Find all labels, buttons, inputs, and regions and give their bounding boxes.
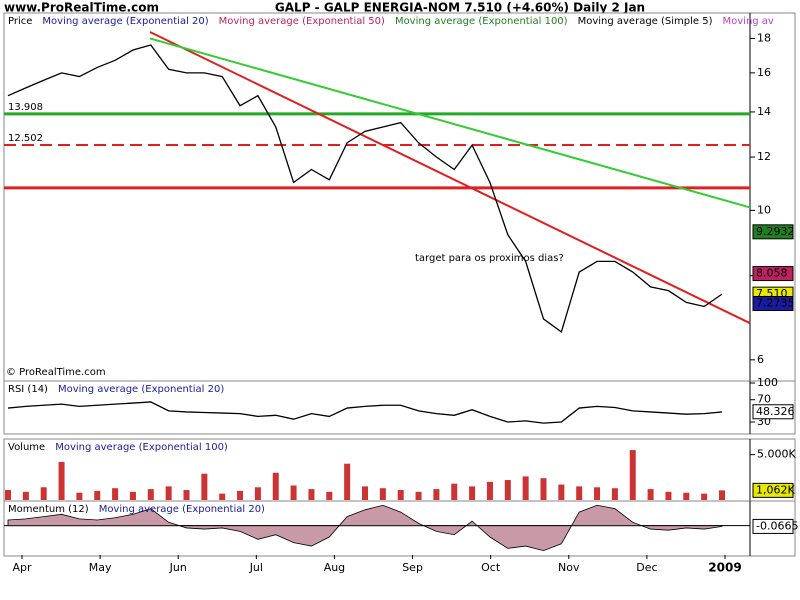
volume-bar [272, 472, 279, 500]
last-value-label: 48.326 [756, 405, 795, 418]
volume-bar [129, 491, 136, 500]
y-tick-label: 70 [757, 393, 771, 406]
price-line [7, 401, 723, 424]
x-tick-label: Dec [636, 561, 657, 574]
price-line [7, 44, 723, 333]
annotation: target para os proximos dias? [415, 253, 564, 264]
trend-line [149, 37, 751, 209]
volume-bar [683, 492, 690, 500]
last-value-label: -0.0665 [756, 519, 798, 532]
x-tick-label: Oct [481, 561, 501, 574]
x-tick-label: Apr [12, 561, 32, 574]
momentum-area [7, 504, 723, 552]
volume-bar [290, 485, 297, 500]
y-tick-label: 16 [757, 66, 771, 79]
legend-entry: Moving average (Exponential 50) [219, 16, 385, 27]
volume-bar [254, 487, 261, 500]
y-tick-label: 14 [757, 105, 771, 118]
x-tick-label: Jul [249, 561, 263, 574]
panel-frame [3, 380, 796, 435]
y-tick-label: 18 [757, 31, 771, 44]
volume-bar [308, 489, 315, 500]
last-value-label: 8.058 [756, 267, 788, 280]
volume-bar [469, 486, 476, 500]
volume-bar [719, 490, 725, 500]
volume-bar [112, 488, 119, 500]
x-tick-label: Jun [169, 561, 187, 574]
volume-bar [433, 489, 440, 500]
x-tick-label: Sep [402, 561, 423, 574]
legend-entry: Moving average (Exponential 20) [42, 16, 208, 27]
volume-bar [611, 488, 618, 500]
volume-bar [183, 490, 190, 500]
volume-bar [22, 491, 29, 500]
x-tick-label: May [89, 561, 112, 574]
y-tick-label: 6 [757, 353, 764, 366]
copyright: © ProRealTime.com [6, 367, 106, 378]
last-value-box [752, 296, 794, 312]
title: GALP - GALP ENERGIA-NOM 7.510 (+4.60%) D… [275, 1, 645, 15]
volume-bar [147, 489, 154, 500]
legend-entry: Moving average (Exponential 20) [58, 384, 224, 395]
volume-bar [165, 486, 172, 500]
legend-entry: Moving average (Exponential 20) [99, 504, 265, 515]
volume-bar [94, 490, 101, 500]
x-tick-label: Nov [558, 561, 580, 574]
panel-label: RSI (14) [8, 384, 48, 395]
volume-bar [486, 481, 493, 500]
volume-bar [219, 493, 226, 500]
x-tick-label: 2009 [708, 561, 741, 575]
level-label: 12.502 [8, 133, 43, 144]
volume-bar [379, 488, 386, 500]
last-value-label: 1,062K [756, 483, 795, 496]
volume-bar [558, 484, 565, 500]
volume-bar [201, 473, 208, 500]
x-tick-label: Aug [324, 561, 345, 574]
last-value-box [752, 518, 794, 534]
last-value-box [752, 404, 794, 420]
volume-bar [522, 476, 529, 500]
volume-bar [629, 450, 636, 500]
y-tick-label: 12 [757, 150, 771, 163]
last-value-box [752, 224, 794, 240]
volume-bar [326, 491, 333, 500]
volume-bar [237, 490, 244, 500]
volume-bar [5, 490, 11, 500]
legend-entry: Moving average (Exponential 100) [55, 442, 228, 453]
volume-bar [701, 493, 708, 500]
volume-bar [415, 491, 422, 500]
y-tick-label: 100 [757, 376, 778, 389]
volume-bar [397, 490, 404, 500]
volume-bar [40, 487, 47, 500]
volume-bar [362, 486, 368, 500]
y-tick-label: 10 [757, 203, 771, 216]
last-value-label: 9.2932 [756, 225, 795, 238]
panel-label: Momentum (12) [8, 504, 89, 515]
volume-bar [647, 489, 654, 500]
last-value-label: 7.2735 [756, 297, 795, 310]
last-value-box [752, 266, 794, 282]
legend-entry: Moving average (Exponential 100) [395, 16, 568, 27]
volume-bar [504, 480, 511, 500]
legend-entry: Moving av [723, 16, 774, 27]
volume-bar [76, 492, 83, 500]
panel-label: Volume [8, 442, 45, 453]
volume-bar [576, 486, 583, 500]
volume-bar [594, 487, 601, 500]
legend-entry: Moving average (Simple 5) [578, 16, 713, 27]
trend-line [149, 31, 751, 325]
volume-bar [665, 491, 672, 500]
last-value-box [752, 482, 794, 498]
volume-bar [540, 478, 547, 500]
volume-bar [58, 461, 65, 500]
y-tick-label: 5.000K [757, 448, 796, 461]
level-label: 13.908 [8, 102, 43, 113]
site: www.ProRealTime.com [4, 1, 159, 15]
panel-label: Price [8, 16, 32, 27]
volume-bar [451, 483, 458, 500]
panel-frame [3, 12, 796, 383]
volume-bar [344, 463, 351, 500]
